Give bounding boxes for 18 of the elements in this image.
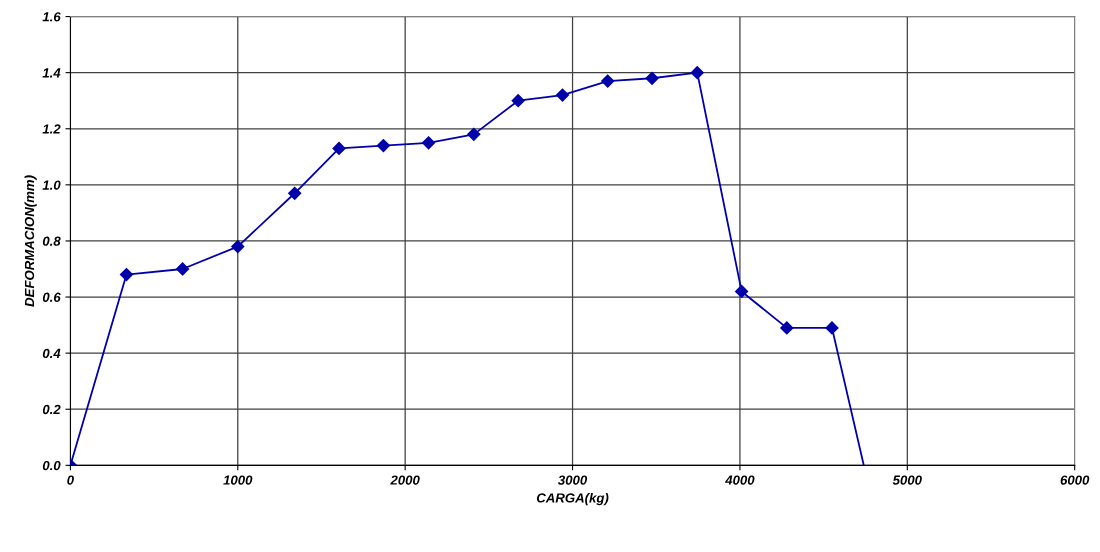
y-tick-label: 0.6 [42, 292, 61, 302]
x-tick-label: 3000 [557, 475, 588, 485]
y-axis-title: DEFORMACION(mm) [24, 175, 37, 307]
y-tick-label: 1.2 [42, 124, 61, 134]
x-tick-label: 6000 [1060, 475, 1090, 485]
y-tick-label: 1.4 [42, 68, 61, 78]
x-tick-label: 0 [67, 475, 74, 485]
x-axis-title: CARGA(kg) [536, 492, 609, 506]
y-tick-label: 1.0 [42, 180, 61, 190]
y-tick-label: 0.8 [42, 236, 61, 246]
y-tick-label: 1.6 [42, 12, 61, 22]
x-tick-label: 5000 [892, 475, 922, 485]
y-tick-label: 0.0 [42, 460, 61, 471]
x-tick-label: 2000 [390, 475, 420, 485]
x-tick-label: 1000 [223, 475, 253, 485]
y-tick-label: 0.4 [42, 348, 61, 359]
y-tick-label: 0.2 [42, 404, 61, 415]
x-tick-label: 4000 [725, 475, 755, 485]
